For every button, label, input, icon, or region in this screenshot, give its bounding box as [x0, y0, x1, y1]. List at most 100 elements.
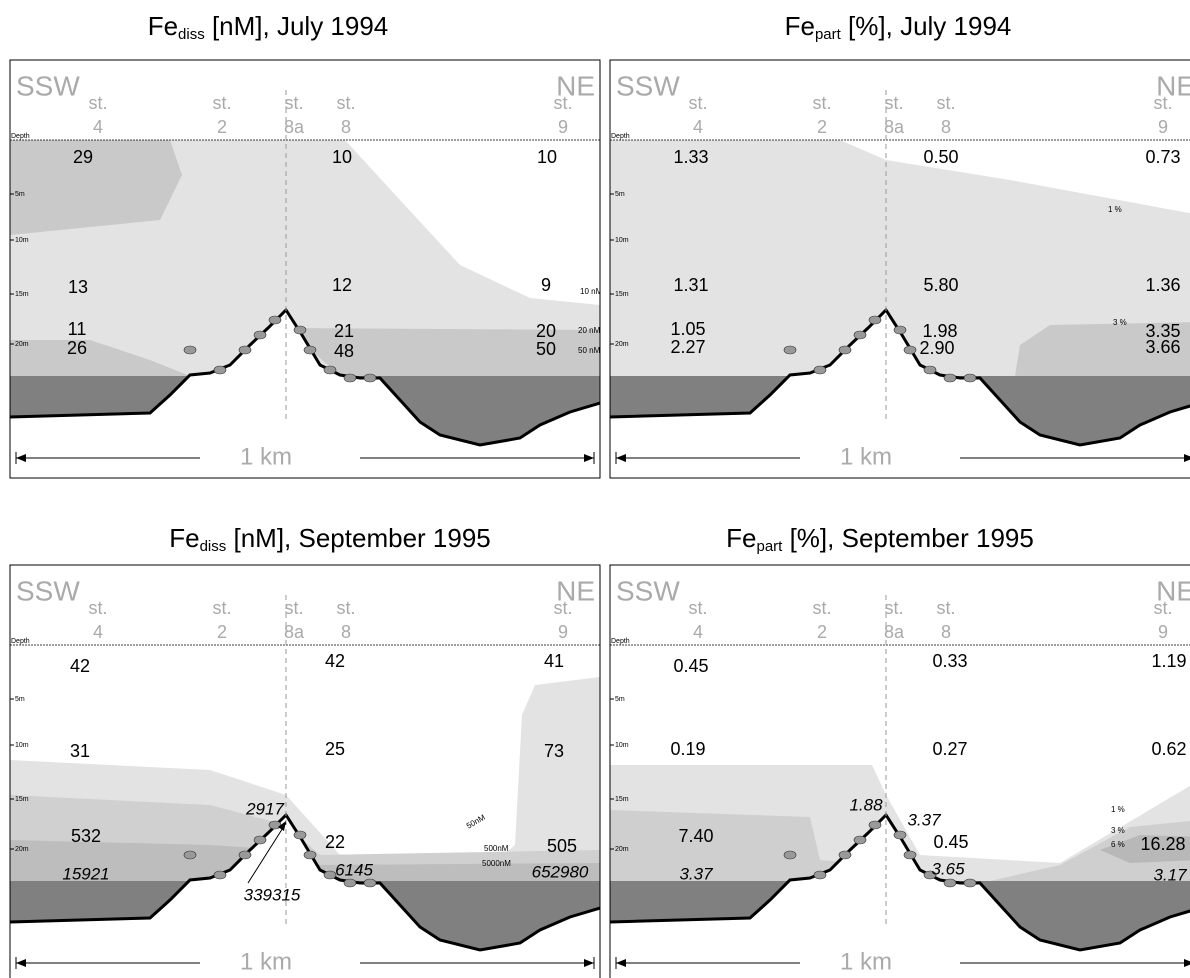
station-number: 9 — [558, 117, 568, 137]
sediment-particle — [838, 345, 852, 355]
data-label: 25 — [325, 739, 345, 759]
data-label: 1.19 — [1151, 651, 1186, 671]
depth-tick-label: 15m — [15, 796, 29, 803]
scale-arrow — [1184, 454, 1190, 462]
sediment-particle — [813, 365, 827, 375]
direction-right: NE — [1156, 575, 1190, 606]
sediment-particle — [303, 850, 317, 860]
sediment-particle — [323, 365, 337, 375]
data-label: 6145 — [335, 860, 373, 879]
station-prefix: st. — [336, 598, 355, 618]
panel-content: SSW NEst.4st.2st.8ast.8st.9Depth5m10m15m2… — [10, 60, 603, 478]
sediment-particle — [303, 345, 317, 355]
depth-label: Depth — [611, 133, 630, 140]
data-label: 42 — [325, 651, 345, 671]
data-label: 20 nM — [578, 326, 601, 335]
data-label: 13 — [68, 277, 88, 297]
data-label: 73 — [544, 741, 564, 761]
data-label: 3.37 — [907, 810, 941, 829]
data-label: 0.45 — [933, 832, 968, 852]
concentration-region — [10, 340, 190, 376]
station-prefix: st. — [88, 598, 107, 618]
sediment-particle — [813, 870, 827, 880]
concentration-region — [610, 140, 1190, 214]
station-number: 4 — [693, 117, 703, 137]
station-number: 9 — [1158, 117, 1168, 137]
sediment-particle — [868, 820, 882, 830]
sediment-particle — [213, 870, 227, 880]
panel: SSW NEst.4st.2st.8ast.8st.9Depth5m10m15m2… — [609, 59, 1190, 479]
sediment-particle — [903, 345, 917, 355]
sediment — [610, 815, 1190, 978]
data-label: 21 — [334, 321, 354, 341]
depth-tick-label: 15m — [615, 291, 629, 298]
station-number: 8 — [341, 622, 351, 642]
station-number: 2 — [817, 117, 827, 137]
concentration-region — [1100, 835, 1190, 863]
data-label: 1.33 — [673, 147, 708, 167]
concentration-region — [345, 140, 600, 305]
sediment-particle — [903, 850, 917, 860]
data-label: 22 — [325, 832, 345, 852]
title-part: Fe — [785, 11, 815, 41]
depth-tick-label: 5m — [15, 696, 25, 703]
data-label: 2.90 — [919, 338, 954, 358]
data-label: 50 — [536, 339, 556, 359]
panel-title: Fediss [nM], July 1994 — [148, 11, 389, 43]
depth-label: Depth — [11, 133, 30, 140]
data-label: 1.31 — [673, 275, 708, 295]
sediment-particle — [253, 835, 267, 845]
depth-tick-label: 5m — [615, 191, 625, 198]
data-label: 500nM — [484, 844, 509, 853]
depth-tick-label: 15m — [15, 291, 29, 298]
data-label: 505 — [547, 836, 577, 856]
depth-tick-label: 10m — [615, 742, 629, 749]
station-prefix: st. — [936, 598, 955, 618]
sediment-particle — [943, 373, 957, 383]
scale-arrow — [584, 959, 594, 967]
data-label: 42 — [70, 656, 90, 676]
station-number: 8 — [341, 117, 351, 137]
data-label: 0.73 — [1145, 147, 1180, 167]
sediment-particle — [838, 850, 852, 860]
station-prefix: st. — [284, 93, 303, 113]
data-label: 5000nM — [482, 859, 511, 868]
sediment-particle — [783, 345, 797, 355]
sediment-particle — [923, 870, 937, 880]
scale-label: 1 km — [240, 948, 292, 975]
station-number: 2 — [217, 117, 227, 137]
data-label: 3.35 — [1145, 321, 1180, 341]
sediment-particle — [963, 373, 977, 383]
sediment-particle — [238, 345, 252, 355]
data-label: 15921 — [62, 864, 109, 883]
concentration-region — [1015, 322, 1190, 376]
sediment-particle — [853, 330, 867, 340]
data-label: 9 — [541, 275, 551, 295]
concentration-region — [286, 328, 600, 376]
station-number: 4 — [693, 622, 703, 642]
sediment-particle — [183, 850, 197, 860]
sediment-particle — [183, 345, 197, 355]
panel-title: Fediss [nM], September 1995 — [169, 523, 491, 555]
data-label: 10 — [332, 147, 352, 167]
station-number: 8 — [941, 117, 951, 137]
data-label: 31 — [70, 741, 90, 761]
panel: SSW NEst.4st.2st.8ast.8st.9Depth5m10m15m2… — [9, 59, 603, 479]
panel-content: SSW NEst.4st.2st.8ast.8st.9Depth5m10m15m2… — [610, 565, 1190, 978]
depth-tick-label: 20m — [615, 341, 629, 348]
title-part: part — [815, 26, 842, 43]
sediment — [10, 310, 600, 478]
station-number: 8a — [284, 622, 305, 642]
panel-title: Fepart [%], September 1995 — [726, 523, 1034, 555]
data-label: 10 nM — [580, 287, 603, 296]
sediment-particle — [293, 830, 307, 840]
direction-right: NE — [556, 575, 595, 606]
station-number: 8a — [884, 117, 905, 137]
data-label: 26 — [67, 338, 87, 358]
data-label: 532 — [71, 826, 101, 846]
sediment-particle — [363, 878, 377, 888]
title-part: [%], September 1995 — [782, 523, 1033, 553]
title-part: Fe — [726, 523, 756, 553]
depth-tick-label: 10m — [615, 237, 629, 244]
sediment-particle — [293, 325, 307, 335]
